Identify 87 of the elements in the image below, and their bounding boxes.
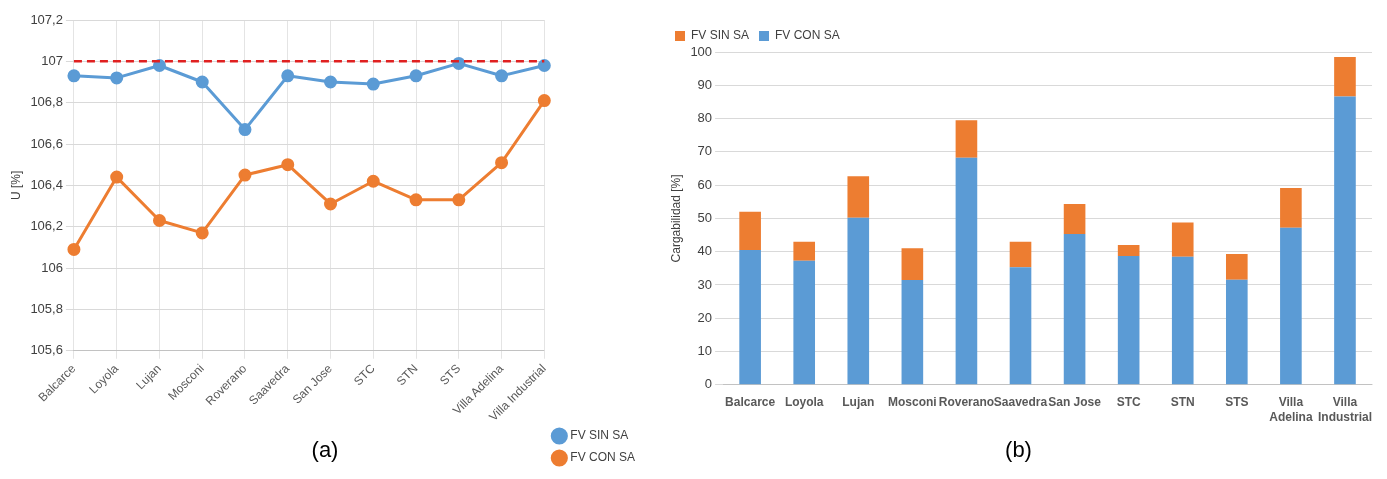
bar <box>739 211 761 251</box>
legend-label: FV SIN SA <box>570 428 629 443</box>
bar <box>901 248 924 280</box>
y-tick-label: 107,2 <box>30 11 63 27</box>
bar <box>847 176 870 218</box>
y-tick-label: 106,2 <box>30 218 63 234</box>
point <box>366 174 380 188</box>
y-axis-title: Cargabilidad [%] <box>668 174 683 263</box>
point <box>238 123 252 137</box>
y-tick-label: 100 <box>690 43 713 59</box>
bar <box>793 260 816 385</box>
point <box>495 69 509 83</box>
legend-label: FV CON SA <box>775 28 840 43</box>
y-tick-label: 70 <box>697 143 713 159</box>
point <box>195 226 209 240</box>
bar <box>793 241 816 261</box>
point <box>281 69 295 83</box>
x-tick-label: STN <box>1170 395 1195 410</box>
point <box>195 75 209 89</box>
bar <box>1117 256 1140 385</box>
x-tick-label: Mosconi <box>888 395 937 410</box>
y-tick-label: 40 <box>697 243 713 259</box>
bar <box>1225 254 1248 280</box>
legend-label: FV CON SA <box>570 450 636 465</box>
y-tick-label: 107 <box>41 52 63 68</box>
x-tick-label: Villa Adelina <box>1269 395 1313 424</box>
bar <box>955 120 978 158</box>
bar <box>1009 241 1032 268</box>
bar <box>739 250 761 385</box>
point <box>110 71 124 85</box>
point <box>537 58 551 72</box>
x-tick-label: Lujan <box>842 395 875 410</box>
bar <box>955 157 978 385</box>
point <box>238 168 252 182</box>
x-tick-label: Roverano <box>938 395 995 410</box>
point <box>324 197 338 211</box>
x-tick-label: San Jose <box>1048 395 1102 410</box>
point <box>67 242 81 256</box>
bar <box>1117 245 1140 257</box>
y-axis-title: U [%] <box>8 170 23 201</box>
bar <box>847 217 870 385</box>
y-tick-label: 80 <box>697 110 713 126</box>
point <box>110 170 124 184</box>
bar <box>1225 279 1248 385</box>
y-tick-label: 90 <box>697 76 713 92</box>
point <box>452 193 466 207</box>
bar <box>1334 56 1356 97</box>
y-tick-label: 106,6 <box>30 135 63 151</box>
point <box>366 77 380 91</box>
y-tick-label: 20 <box>697 309 713 325</box>
point <box>324 75 338 89</box>
x-tick-label: Saavedra <box>993 395 1048 410</box>
y-tick-label: 30 <box>697 276 713 292</box>
text: (b) <box>1005 436 1032 462</box>
y-tick-label: 105,8 <box>30 300 63 316</box>
bar <box>1063 234 1086 385</box>
point <box>67 69 81 83</box>
bar <box>1063 204 1086 235</box>
y-tick-label: 50 <box>697 209 713 225</box>
bar <box>1280 188 1302 228</box>
point <box>409 69 423 83</box>
bar <box>1009 267 1032 385</box>
point <box>495 156 509 170</box>
y-tick-label: 0 <box>704 376 713 392</box>
point <box>409 193 423 207</box>
y-tick-label: 106 <box>41 259 63 275</box>
x-tick-label: STC <box>1116 395 1141 410</box>
point <box>152 214 166 228</box>
x-tick-label: Balcarce <box>725 395 776 410</box>
legend-label: FV SIN SA <box>691 28 750 43</box>
x-tick-label: Loyola <box>784 395 824 410</box>
point <box>537 94 551 108</box>
bar <box>1280 227 1302 385</box>
x-tick-label: STS <box>1225 395 1249 410</box>
y-tick-label: 60 <box>697 176 713 192</box>
bar <box>901 279 924 385</box>
y-tick-label: 105,6 <box>30 342 63 358</box>
point <box>281 158 295 172</box>
text: (a) <box>311 436 339 462</box>
x-tick-label: San Jose <box>289 361 336 407</box>
bar <box>1171 222 1194 257</box>
y-tick-label: 106,4 <box>30 176 63 192</box>
x-tick-label: Villa Industrial <box>1317 395 1372 424</box>
bar <box>1334 96 1356 385</box>
y-tick-label: 10 <box>697 343 713 359</box>
y-tick-label: 106,8 <box>30 94 63 110</box>
bar <box>1171 256 1194 385</box>
